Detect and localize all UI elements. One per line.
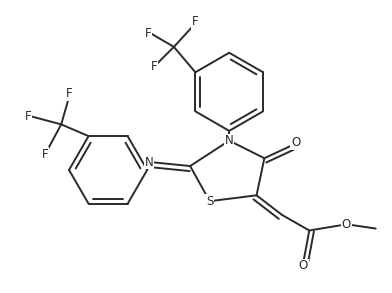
Text: N: N xyxy=(225,134,234,147)
Text: O: O xyxy=(342,218,351,231)
Text: F: F xyxy=(66,87,73,100)
Text: F: F xyxy=(25,110,31,123)
Text: O: O xyxy=(291,136,300,149)
Text: N: N xyxy=(145,156,154,169)
Text: F: F xyxy=(145,27,152,40)
Text: F: F xyxy=(192,15,199,28)
Text: S: S xyxy=(206,195,213,208)
Text: O: O xyxy=(299,259,308,272)
Text: F: F xyxy=(151,60,158,73)
Text: F: F xyxy=(42,148,49,161)
